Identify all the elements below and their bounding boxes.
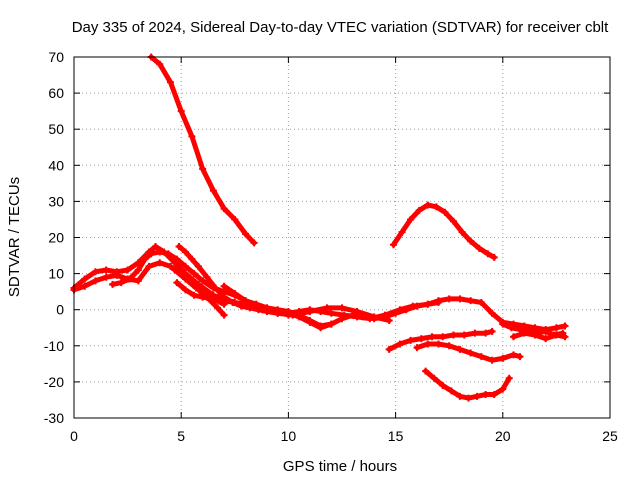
x-tick-label: 10 [281, 428, 297, 444]
chart-title: Day 335 of 2024, Sidereal Day-to-day VTE… [72, 19, 609, 36]
series-track-9 [390, 202, 498, 261]
series-track-10 [386, 328, 496, 353]
y-tick-label: 20 [48, 230, 64, 246]
y-tick-label: -30 [44, 410, 64, 426]
x-tick-label: 5 [177, 428, 185, 444]
x-tick-label: 25 [602, 428, 618, 444]
y-tick-label: 50 [48, 121, 64, 137]
y-axis-label: SDTVAR / TECUs [6, 177, 23, 297]
series-trace [151, 57, 254, 243]
x-axis-label: GPS time / hours [283, 458, 397, 475]
series-track-8 [221, 283, 569, 333]
y-tick-label: 70 [48, 49, 64, 65]
y-tick-label: -20 [44, 374, 64, 390]
y-tick-label: 30 [48, 193, 64, 209]
x-tick-label: 20 [495, 428, 511, 444]
y-tick-label: 60 [48, 85, 64, 101]
series-track-11 [414, 340, 524, 363]
y-tick-label: 40 [48, 157, 64, 173]
series-track-1 [148, 54, 258, 247]
grid-lines [74, 57, 610, 418]
series-track-12 [422, 368, 513, 402]
y-tick-label: 0 [56, 302, 64, 318]
x-tick-label: 15 [388, 428, 404, 444]
y-tick-label: 10 [48, 266, 64, 282]
x-tick-label: 0 [70, 428, 78, 444]
sdtvar-chart: Day 335 of 2024, Sidereal Day-to-day VTE… [0, 0, 640, 480]
y-tick-label: -10 [44, 338, 64, 354]
series-layer [71, 54, 569, 402]
